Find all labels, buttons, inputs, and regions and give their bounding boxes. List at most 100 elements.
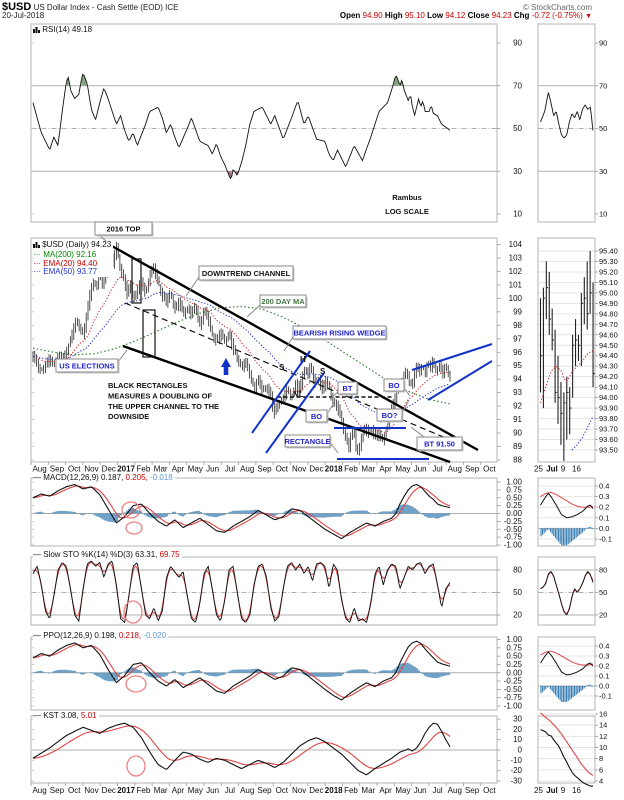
rsi-inset-line	[540, 92, 594, 139]
month-label: Jul	[225, 786, 235, 795]
month-label: 2018	[325, 465, 343, 474]
price-inset-axis-label: 94.90	[599, 299, 618, 308]
month-label: Aug	[448, 465, 462, 474]
kst-axis-label: 0	[518, 746, 523, 755]
pattern-letter-s1: S	[279, 363, 285, 372]
callout-text-bt: BT	[343, 384, 353, 393]
macd-inset-axis-label: -0.1	[599, 535, 612, 544]
callout-leader	[283, 336, 294, 352]
price-title: $USD (Daily)	[42, 240, 89, 249]
month-label: Dec	[102, 465, 116, 474]
rsi-oversold-fill	[227, 171, 239, 179]
kst-line	[32, 722, 451, 776]
bearish-rising-wedge-lower-line	[427, 360, 493, 401]
price-inset-axis-label: 93.90	[599, 404, 618, 413]
callout-box-ma200	[259, 294, 307, 308]
ppo-v2: 0.218,	[118, 631, 142, 640]
rambus-signature: Rambus	[392, 193, 422, 202]
macd-label-row: — MACD(12,26,9) 0.187, 0.205, -0.018	[33, 473, 175, 482]
price-axis-label: 95	[513, 361, 522, 370]
kst-inset-line	[540, 729, 593, 787]
macd-axis-label: -0.25	[504, 517, 523, 526]
price-axis-label: 98	[513, 321, 522, 330]
kst-highlight-circle	[126, 755, 146, 777]
price-axis-label: 97	[513, 334, 522, 343]
callout-text-uselections: US ELECTIONS	[59, 362, 114, 371]
downtrend-channel-lower-line	[122, 344, 451, 464]
pattern-letter-nl: NL	[293, 390, 304, 399]
mini-chart-icon	[33, 26, 40, 35]
month-label: Oct	[68, 465, 81, 474]
inset-x-label: Jul	[546, 465, 558, 474]
macd-inset-axis-label: 0.4	[599, 482, 609, 491]
price-axis-label: 88	[513, 456, 522, 465]
rising-wedge-line	[251, 350, 311, 434]
callout-box-top2016	[94, 221, 153, 236]
inset-x-label: 16	[572, 465, 581, 474]
macd-inset-line	[540, 492, 594, 519]
ppo-inset-line	[540, 651, 594, 676]
ma200-line	[32, 306, 451, 405]
chg-value: -0.72 (-0.75%)	[531, 11, 583, 20]
kst-axis-label: 10	[513, 735, 522, 744]
rsi-axis-label: 30	[513, 167, 522, 176]
rsi-inset-axis-label: 10	[599, 210, 607, 219]
month-label: Sep	[50, 465, 65, 474]
ema20-legend: ··· EMA(20) 94.40	[33, 259, 112, 269]
price-inset-axis-label: 94.40	[599, 351, 618, 360]
macd-axis-label: -0.75	[504, 533, 523, 542]
price-axis-label: 104	[509, 240, 523, 249]
price-axis-label: 90	[513, 429, 522, 438]
macd-inset-axis-label: 0.0	[599, 524, 609, 533]
symbol-description: US Dollar Index - Cash Settle (EOD) ICE	[33, 3, 179, 12]
month-label: Nov	[84, 465, 98, 474]
callout-leader	[117, 349, 128, 363]
month-label: Dec	[309, 465, 323, 474]
sto-v1: 63.31,	[135, 550, 158, 559]
month-label: Feb	[344, 465, 358, 474]
inset-ema20-line	[540, 350, 594, 404]
sto-inset-axis-label: 50	[599, 588, 607, 597]
month-label: Jul	[432, 786, 442, 795]
macd-axis-label: 0.75	[506, 485, 522, 494]
kst-name: KST	[43, 711, 59, 720]
rsi-value: 49.18	[72, 25, 93, 34]
price-inset-axis-label: 94.70	[599, 320, 618, 329]
month-label: May	[395, 786, 410, 795]
measured-move-dashed-line	[124, 302, 461, 445]
price-axis-label: 94	[513, 375, 522, 384]
month-label: Sep	[257, 465, 272, 474]
ppo-axis-label: -0.75	[504, 693, 523, 702]
callout-text-top2016: 2016 TOP	[106, 225, 140, 234]
callout-box-downtrend	[198, 265, 294, 281]
inset-x-label: 16	[572, 786, 581, 795]
callout-text-rectangle: RECTANGLE	[284, 437, 330, 446]
pattern-letter-h: H	[300, 355, 306, 364]
kst-inset-axis-label: 6	[599, 765, 603, 774]
kst-inset-axis-label: 8	[599, 754, 603, 763]
ppo-highlight-circle	[125, 675, 147, 693]
price-inset-axis-label: 94.60	[599, 330, 618, 339]
macd-axis-label: 0.50	[506, 493, 522, 502]
month-label: Aug	[448, 786, 462, 795]
rsi-axis-label: 10	[513, 210, 522, 219]
chart-date: 20-Jul-2018	[2, 11, 45, 20]
month-label: Feb	[137, 786, 151, 795]
rsi-inset-axis-label: 30	[599, 167, 607, 176]
month-label: Jun	[206, 786, 219, 795]
pattern-letter-s2: S	[320, 367, 326, 376]
month-label: Jun	[414, 465, 427, 474]
month-label: May	[188, 465, 203, 474]
macd-inset-axis-label: 0.1	[599, 513, 609, 522]
price-inset-axis-label: 94.30	[599, 362, 618, 371]
kst-v2: 5.01	[80, 711, 97, 720]
macd-axis-label: 1.00	[506, 478, 522, 487]
rsi-inset-axis-label: 70	[599, 81, 607, 90]
ppo-name: PPO(12,26,9)	[43, 631, 93, 640]
callout-box-wedge	[292, 325, 387, 340]
macd-inset-histogram	[540, 526, 593, 546]
blue-up-arrow-stem	[223, 367, 229, 375]
ppo-inset-axis-label: 0.2	[599, 662, 609, 671]
month-label: Oct	[276, 786, 289, 795]
